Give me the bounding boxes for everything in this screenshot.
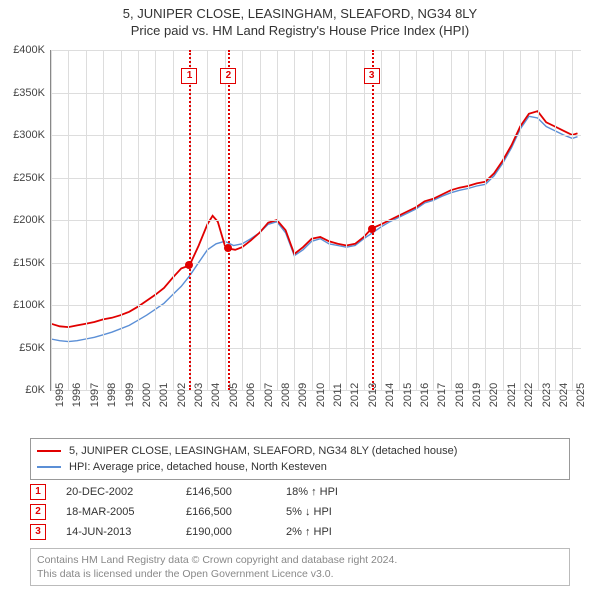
xtick-label: 2016 bbox=[419, 383, 431, 407]
event-price: £190,000 bbox=[186, 526, 266, 538]
legend-row: 5, JUNIPER CLOSE, LEASINGHAM, SLEAFORD, … bbox=[37, 443, 563, 459]
event-pct: 18% ↑ HPI bbox=[286, 486, 386, 498]
xtick-label: 2019 bbox=[471, 383, 483, 407]
marker-line bbox=[189, 50, 191, 390]
xtick-label: 2018 bbox=[454, 383, 466, 407]
event-pct: 2% ↑ HPI bbox=[286, 526, 386, 538]
legend-swatch bbox=[37, 466, 61, 468]
legend-swatch bbox=[37, 450, 61, 452]
event-date: 18-MAR-2005 bbox=[66, 506, 166, 518]
xtick-label: 2004 bbox=[210, 383, 222, 407]
xtick-label: 2012 bbox=[349, 383, 361, 407]
marker-point bbox=[368, 225, 376, 233]
marker-point bbox=[185, 261, 193, 269]
xtick-label: 2009 bbox=[297, 383, 309, 407]
xtick-label: 2013 bbox=[367, 383, 379, 407]
xtick-label: 2000 bbox=[141, 383, 153, 407]
xtick-label: 1999 bbox=[124, 383, 136, 407]
xtick-label: 2017 bbox=[436, 383, 448, 407]
legend-label: 5, JUNIPER CLOSE, LEASINGHAM, SLEAFORD, … bbox=[69, 443, 457, 459]
xtick-label: 2005 bbox=[228, 383, 240, 407]
marker-box: 1 bbox=[181, 68, 197, 84]
event-date: 14-JUN-2013 bbox=[66, 526, 166, 538]
xtick-label: 1997 bbox=[89, 383, 101, 407]
xtick-label: 1998 bbox=[106, 383, 118, 407]
legend: 5, JUNIPER CLOSE, LEASINGHAM, SLEAFORD, … bbox=[30, 438, 570, 480]
marker-line bbox=[228, 50, 230, 390]
xtick-label: 2014 bbox=[384, 383, 396, 407]
chart-title-line1: 5, JUNIPER CLOSE, LEASINGHAM, SLEAFORD, … bbox=[0, 0, 600, 21]
marker-line bbox=[372, 50, 374, 390]
attribution-line: This data is licensed under the Open Gov… bbox=[37, 567, 563, 581]
xtick-label: 1995 bbox=[54, 383, 66, 407]
ytick-label: £200K bbox=[5, 214, 45, 226]
xtick-label: 2001 bbox=[158, 383, 170, 407]
event-marker-box: 3 bbox=[30, 524, 46, 540]
chart-container: 5, JUNIPER CLOSE, LEASINGHAM, SLEAFORD, … bbox=[0, 0, 600, 590]
ytick-label: £300K bbox=[5, 129, 45, 141]
ytick-label: £0K bbox=[5, 384, 45, 396]
xtick-label: 2008 bbox=[280, 383, 292, 407]
xtick-label: 2022 bbox=[523, 383, 535, 407]
event-row: 1 20-DEC-2002 £146,500 18% ↑ HPI bbox=[30, 482, 570, 502]
xtick-label: 2006 bbox=[245, 383, 257, 407]
marker-box: 3 bbox=[364, 68, 380, 84]
xtick-label: 2011 bbox=[332, 383, 344, 407]
event-date: 20-DEC-2002 bbox=[66, 486, 166, 498]
xtick-label: 2023 bbox=[541, 383, 553, 407]
xtick-label: 2020 bbox=[488, 383, 500, 407]
event-price: £146,500 bbox=[186, 486, 266, 498]
event-marker-box: 2 bbox=[30, 504, 46, 520]
event-row: 2 18-MAR-2005 £166,500 5% ↓ HPI bbox=[30, 502, 570, 522]
event-marker-box: 1 bbox=[30, 484, 46, 500]
ytick-label: £100K bbox=[5, 299, 45, 311]
xtick-label: 2003 bbox=[193, 383, 205, 407]
event-pct: 5% ↓ HPI bbox=[286, 506, 386, 518]
attribution-box: Contains HM Land Registry data © Crown c… bbox=[30, 548, 570, 586]
xtick-label: 2025 bbox=[575, 383, 587, 407]
xtick-label: 2021 bbox=[506, 383, 518, 407]
ytick-label: £150K bbox=[5, 257, 45, 269]
events-table: 1 20-DEC-2002 £146,500 18% ↑ HPI 2 18-MA… bbox=[30, 482, 570, 542]
ytick-label: £50K bbox=[5, 342, 45, 354]
event-price: £166,500 bbox=[186, 506, 266, 518]
xtick-label: 2002 bbox=[176, 383, 188, 407]
ytick-label: £400K bbox=[5, 44, 45, 56]
xtick-label: 2024 bbox=[558, 383, 570, 407]
ytick-label: £350K bbox=[5, 87, 45, 99]
marker-point bbox=[224, 244, 232, 252]
legend-row: HPI: Average price, detached house, Nort… bbox=[37, 459, 563, 475]
series-line-hpi bbox=[51, 116, 578, 341]
xtick-label: 2015 bbox=[402, 383, 414, 407]
attribution-line: Contains HM Land Registry data © Crown c… bbox=[37, 553, 563, 567]
chart-title-line2: Price paid vs. HM Land Registry's House … bbox=[0, 21, 600, 42]
xtick-label: 2010 bbox=[315, 383, 327, 407]
plot-area: 1 2 3 bbox=[50, 50, 581, 391]
xtick-label: 1996 bbox=[71, 383, 83, 407]
xtick-label: 2007 bbox=[263, 383, 275, 407]
marker-box: 2 bbox=[220, 68, 236, 84]
legend-label: HPI: Average price, detached house, Nort… bbox=[69, 459, 327, 475]
ytick-label: £250K bbox=[5, 172, 45, 184]
event-row: 3 14-JUN-2013 £190,000 2% ↑ HPI bbox=[30, 522, 570, 542]
